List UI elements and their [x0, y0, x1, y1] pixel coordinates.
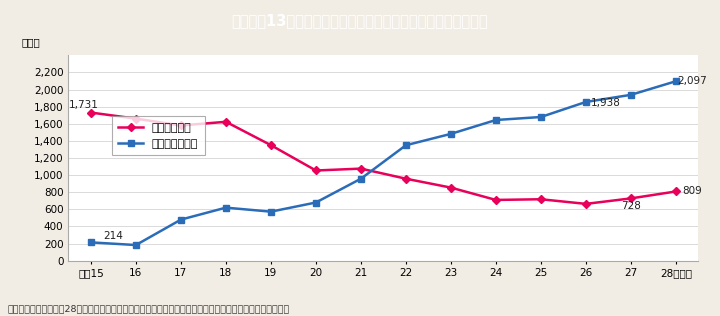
- 児童買春事件: [626, 197, 635, 200]
- 児童ポルノ事件: [222, 206, 230, 210]
- 児童買春事件: [222, 120, 230, 124]
- 児童買春事件: [356, 167, 365, 171]
- 児童買春事件: [176, 124, 185, 127]
- 児童ポルノ事件: [266, 210, 275, 214]
- Text: Ｉ－７－13図　児童買春及び児童ポルノ事件の検挙件数の推移: Ｉ－７－13図 児童買春及び児童ポルノ事件の検挙件数の推移: [232, 13, 488, 28]
- 児童ポルノ事件: [86, 240, 95, 244]
- 児童ポルノ事件: [356, 177, 365, 181]
- 児童ポルノ事件: [626, 93, 635, 97]
- Text: （件）: （件）: [21, 37, 40, 47]
- 児童買春事件: [86, 111, 95, 114]
- 児童買春事件: [582, 202, 590, 206]
- 児童ポルノ事件: [132, 243, 140, 247]
- 児童ポルノ事件: [536, 115, 545, 119]
- 児童ポルノ事件: [402, 143, 410, 147]
- Legend: 児童買春事件, 児童ポルノ事件: 児童買春事件, 児童ポルノ事件: [112, 116, 204, 155]
- Text: 2,097: 2,097: [677, 76, 706, 86]
- Text: 809: 809: [682, 186, 701, 197]
- Line: 児童買春事件: 児童買春事件: [88, 109, 679, 207]
- Text: （備考）警察庁「平成28年における少年非行，児童虹待及び児童の性的搜取等の状況について」より作成。: （備考）警察庁「平成28年における少年非行，児童虹待及び児童の性的搜取等の状況に…: [7, 304, 289, 313]
- 児童ポルノ事件: [446, 132, 455, 136]
- 児童ポルノ事件: [492, 118, 500, 122]
- Text: 1,938: 1,938: [591, 98, 621, 107]
- 児童買春事件: [536, 198, 545, 201]
- Line: 児童ポルノ事件: 児童ポルノ事件: [88, 78, 679, 248]
- 児童買春事件: [266, 143, 275, 147]
- 児童買春事件: [672, 190, 680, 193]
- 児童買春事件: [312, 169, 320, 173]
- 児童ポルノ事件: [312, 201, 320, 204]
- 児童ポルノ事件: [672, 79, 680, 83]
- 児童ポルノ事件: [176, 218, 185, 222]
- Text: 728: 728: [621, 201, 641, 211]
- Text: 214: 214: [104, 231, 123, 241]
- 児童ポルノ事件: [582, 100, 590, 104]
- 児童買春事件: [492, 198, 500, 202]
- Text: 1,731: 1,731: [69, 100, 99, 110]
- 児童買春事件: [132, 117, 140, 120]
- 児童買春事件: [446, 186, 455, 190]
- 児童買春事件: [402, 177, 410, 181]
